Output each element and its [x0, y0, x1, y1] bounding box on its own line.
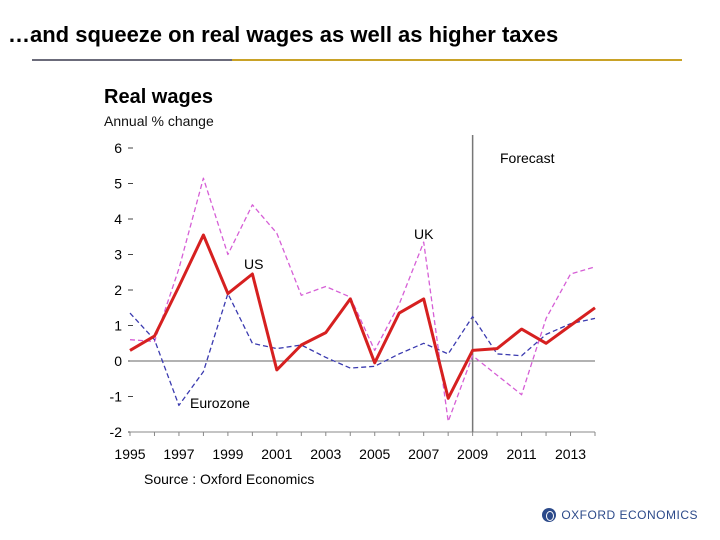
x-tick-label: 2005 — [359, 446, 390, 462]
x-tick-label: 2007 — [408, 446, 439, 462]
x-tick-label: 1997 — [163, 446, 194, 462]
y-tick-label: 0 — [114, 353, 122, 369]
x-tick-label: 2011 — [507, 446, 537, 462]
chart-title: Real wages — [104, 86, 213, 108]
title-rule-accent — [32, 59, 232, 61]
slide-title: …and squeeze on real wages as well as hi… — [8, 22, 559, 47]
x-tick-label: 2013 — [555, 446, 586, 462]
logo-text: OXFORD ECONOMICS — [561, 508, 698, 522]
chart-axes: -2 -1 0 1 2 3 4 5 6 1995 1997 1999 2001 2003 2005 2007 2… — [110, 135, 596, 462]
x-tick-label: 2009 — [457, 446, 488, 462]
y-tick-label: -1 — [110, 389, 123, 405]
title-rule — [32, 59, 682, 61]
chart-subtitle: Annual % change — [104, 113, 214, 129]
y-tick-label: 1 — [114, 318, 122, 334]
globe-icon — [542, 508, 557, 522]
series-line-eurozone — [129, 292, 596, 407]
series-line-us — [129, 233, 596, 400]
y-tick-label: -2 — [110, 424, 123, 440]
x-tick-label: 2003 — [310, 446, 341, 462]
y-tick-label: 4 — [114, 211, 122, 227]
forecast-label: Forecast — [500, 150, 555, 166]
series-label-eurozone: Eurozone — [190, 395, 250, 411]
oxford-economics-logo: OXFORD ECONOMICS — [542, 508, 698, 522]
chart-source: Source : Oxford Economics — [144, 471, 314, 487]
x-tick-label: 1999 — [212, 446, 243, 462]
chart-plot-area: US UK Eurozone — [129, 177, 596, 423]
y-tick-label: 6 — [114, 140, 122, 156]
series-label-us: US — [244, 256, 263, 272]
y-tick-label: 2 — [114, 282, 122, 298]
x-tick-label: 2001 — [261, 446, 292, 462]
y-tick-label: 3 — [114, 247, 122, 263]
series-line-uk — [129, 177, 596, 423]
x-tick-label: 1995 — [114, 446, 145, 462]
y-tick-label: 5 — [114, 176, 122, 192]
series-label-uk: UK — [414, 226, 434, 242]
